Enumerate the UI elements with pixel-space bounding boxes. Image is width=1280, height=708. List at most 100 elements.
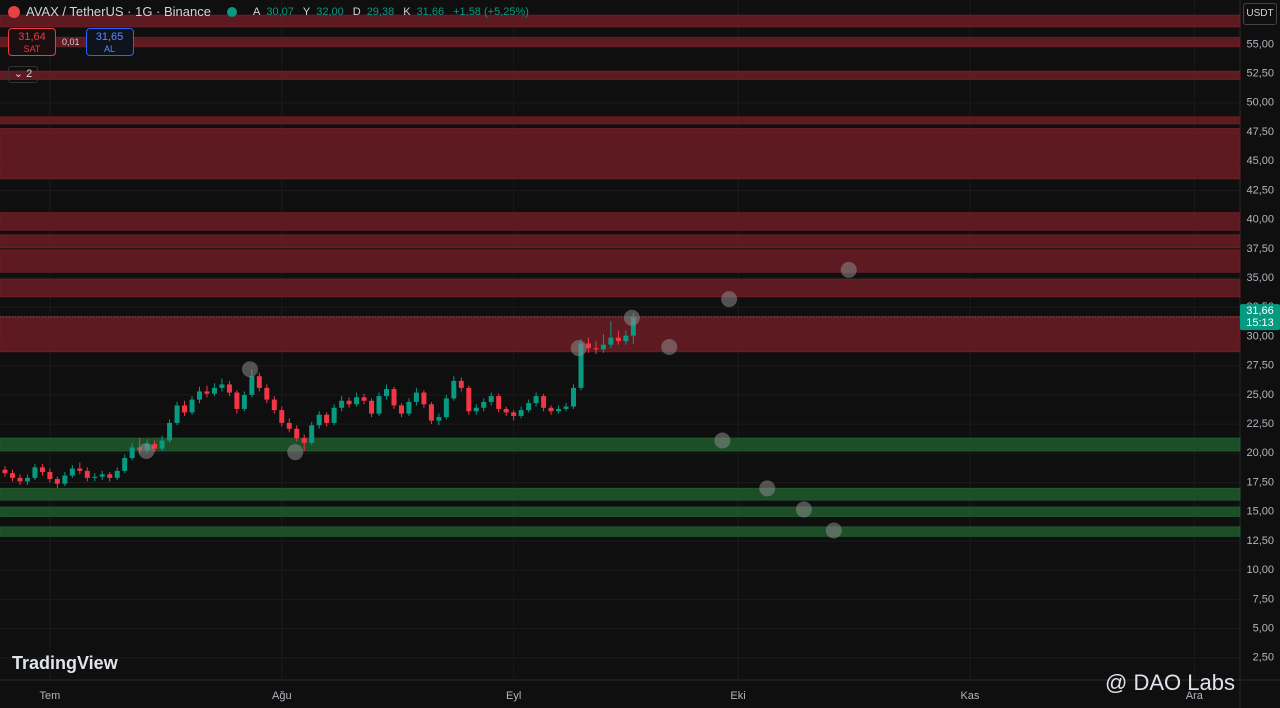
y-tick-label: 22,50: [1246, 418, 1274, 430]
candle-body: [466, 387, 472, 412]
y-tick-label: 40,00: [1246, 214, 1274, 226]
candle-body: [458, 380, 464, 388]
candle-body: [54, 479, 60, 484]
candle-body: [122, 458, 128, 471]
x-tick-label: Ara: [1186, 690, 1204, 702]
candle-body: [286, 422, 292, 429]
candle-body: [114, 470, 120, 478]
symbol-title: AVAX / TetherUS · 1G · Binance: [26, 4, 211, 19]
candle-body: [541, 396, 547, 408]
sell-label: SAT: [23, 44, 41, 54]
candle-body: [443, 398, 449, 418]
last-price-label: 31,66: [1246, 305, 1274, 317]
y-tick-label: 15,00: [1246, 506, 1274, 518]
indicator-toggle[interactable]: ⌄ 2: [8, 66, 38, 83]
candle-body: [481, 401, 487, 408]
candle-body: [556, 408, 562, 412]
marker: [840, 261, 857, 278]
candle-body: [219, 384, 225, 388]
countdown: 15:13: [1246, 317, 1274, 329]
candle-body: [69, 468, 75, 476]
y-tick-label: 10,00: [1246, 564, 1274, 576]
candle-body: [496, 396, 502, 409]
candle-body: [271, 399, 277, 411]
price-zone: [0, 128, 1241, 180]
high-key: Y: [302, 5, 311, 18]
marker: [623, 309, 640, 326]
low-value: 29,38: [366, 5, 395, 18]
y-tick-label: 42,50: [1246, 184, 1274, 196]
trade-buttons: 31,64 SAT 0,01 31,65 AL: [8, 28, 134, 56]
candle-body: [2, 469, 8, 474]
candle-body: [361, 397, 367, 401]
candle-body: [77, 468, 83, 471]
candle-body: [264, 387, 270, 400]
candle-body: [174, 405, 180, 423]
marker: [825, 522, 842, 539]
candle-body: [384, 389, 390, 397]
price-zone: [0, 526, 1241, 537]
candle-body: [129, 447, 135, 459]
candle-body: [24, 477, 30, 482]
x-tick-label: Kas: [960, 690, 979, 702]
candle-body: [226, 384, 232, 393]
candle-body: [436, 417, 442, 421]
candle-body: [346, 400, 352, 405]
candle-body: [593, 348, 599, 350]
indicator-count: 2: [26, 68, 33, 80]
price-zone: [0, 234, 1241, 249]
y-tick-label: 20,00: [1246, 447, 1274, 459]
buy-button[interactable]: 31,65 AL: [85, 28, 134, 56]
candle-body: [294, 428, 300, 439]
credit: @ DAO Labs: [1105, 670, 1235, 695]
currency-button[interactable]: USDT: [1243, 3, 1277, 25]
price-zone: [0, 36, 1241, 48]
market-status: [226, 6, 237, 17]
low-key: D: [352, 5, 361, 18]
x-tick-label: Eki: [730, 690, 745, 702]
y-tick-label: 27,50: [1246, 360, 1274, 372]
last-price-tag: [1240, 304, 1280, 331]
candle-body: [152, 443, 158, 449]
y-tick-label: 5,00: [1253, 622, 1274, 634]
price-zone: [0, 14, 1241, 28]
y-tick-label: 25,00: [1246, 389, 1274, 401]
open-key: A: [252, 5, 261, 18]
marker: [795, 501, 812, 518]
symbol-icon: [8, 5, 20, 18]
candle-body: [421, 392, 427, 405]
candle-body: [309, 425, 315, 443]
candle-body: [182, 405, 188, 413]
candle-body: [571, 387, 577, 407]
candle-body: [608, 337, 614, 345]
candle-body: [354, 397, 360, 405]
y-tick-label: 50,00: [1246, 97, 1274, 109]
candle-body: [331, 407, 337, 423]
marker: [570, 340, 587, 357]
open-value: 30,07: [266, 5, 294, 18]
candle-body: [428, 404, 434, 421]
candle-body: [526, 403, 532, 411]
candle-body: [339, 400, 345, 408]
candle-body: [92, 476, 98, 478]
sell-button[interactable]: 31,64 SAT: [8, 28, 56, 56]
change-value: +1,58 (+5,25%): [453, 5, 529, 18]
candle-body: [376, 396, 382, 414]
close-key: K: [403, 5, 411, 18]
candle-body: [630, 317, 636, 336]
candle-body: [17, 477, 23, 482]
price-zone: [0, 437, 1241, 452]
candle-body: [585, 343, 591, 349]
candle-body: [391, 389, 397, 406]
candle-body: [189, 399, 195, 413]
y-tick-label: 52,50: [1246, 68, 1274, 80]
y-tick-label: 12,50: [1246, 535, 1274, 547]
marker: [661, 339, 678, 356]
y-tick-label: 37,50: [1246, 243, 1274, 255]
candle-body: [241, 394, 247, 409]
x-tick-label: Tem: [40, 690, 61, 702]
y-tick-label: 45,00: [1246, 155, 1274, 167]
